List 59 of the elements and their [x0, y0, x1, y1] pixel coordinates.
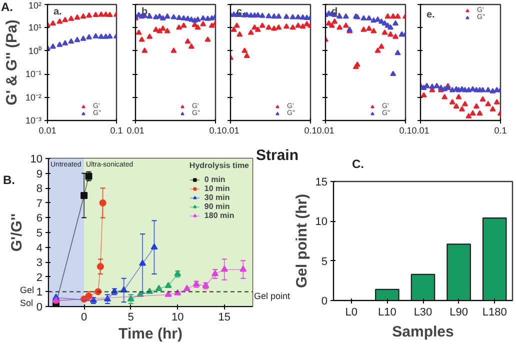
x-axis-title: Samples [392, 324, 454, 340]
x-tick-label: 0 [81, 312, 88, 324]
y-tick-label: 5 [321, 256, 328, 268]
chart-title: a. [54, 6, 62, 18]
legend-label: 0 min [204, 175, 226, 184]
y-tick-label: 10⁻¹ [25, 69, 42, 80]
text: C. [352, 157, 364, 171]
x-tick-label: 15 [218, 312, 231, 324]
x-tick-label: 0.1 [209, 126, 222, 136]
y-axis-title: G'/G'' [8, 213, 26, 252]
y-tick-label: 6 [36, 212, 43, 225]
y-tick-label: 2 [36, 272, 43, 284]
y-tick-label: 10⁰ [28, 46, 42, 56]
y-tick-label: 15 [315, 176, 328, 188]
legend-label: 30 min [204, 193, 230, 202]
x-tick-label: 0.01 [316, 126, 334, 136]
text: A. [1, 0, 13, 14]
text: Sol [20, 298, 34, 308]
y-tick-label: 9 [36, 168, 43, 180]
y-tick-label: 3 [36, 257, 43, 270]
x-tick-label: 0.1 [399, 126, 412, 136]
x-tick-label: L0 [345, 306, 358, 318]
y-tick-label: 5 [36, 228, 43, 240]
x-tick-label: 10 [172, 312, 184, 324]
y-tick-label: 10⁻³ [25, 116, 42, 126]
text: e. [426, 10, 436, 20]
x-tick-label: 0.01 [222, 126, 240, 136]
legend-label: 180 min [204, 211, 234, 220]
y-tick-label: 7 [36, 198, 43, 210]
y-tick-label: 0 [321, 296, 328, 308]
x-tick-label: 0.01 [38, 126, 56, 136]
x-tick-label: 0.1 [304, 126, 317, 136]
text: Gel [20, 285, 34, 296]
ref-line-label: Gel point [254, 291, 290, 302]
x-axis-title: Strain [256, 147, 299, 164]
y-tick-label: 10 [30, 154, 43, 166]
x-tick-label: 0.01 [126, 126, 144, 136]
y-tick-label: 10² [28, 0, 42, 10]
y-axis-title: G' & G'' (Pa) [3, 20, 20, 106]
x-tick-label: L90 [450, 306, 468, 318]
text: B. [3, 173, 15, 187]
legend-label: 90 min [204, 202, 230, 211]
x-tick-label: L10 [378, 306, 396, 318]
x-tick-label: L30 [414, 306, 432, 318]
x-axis-title: Time (hr) [118, 326, 182, 342]
x-tick-label: 0.01 [412, 126, 430, 136]
x-tick-label: 0.1 [110, 126, 123, 136]
legend-title: Hydrolysis time [189, 161, 249, 170]
y-tick-label: 10 [315, 216, 328, 228]
y-tick-label: 10¹ [28, 22, 42, 33]
y-tick-label: 4 [36, 242, 43, 254]
y-axis-title: Gel point (hr) [293, 194, 310, 288]
x-tick-label: L180 [482, 306, 507, 318]
x-tick-label: 0.1 [494, 126, 507, 136]
y-tick-label: 8 [36, 183, 43, 196]
legend-label: 10 min [204, 184, 230, 193]
y-tick-label: 10⁻² [25, 92, 42, 102]
y-tick-label: 1 [36, 286, 43, 299]
x-tick-label: 5 [128, 312, 134, 324]
